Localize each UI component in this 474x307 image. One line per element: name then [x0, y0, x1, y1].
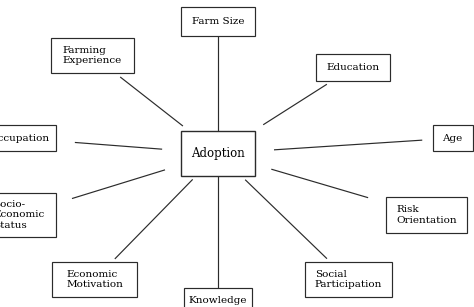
FancyBboxPatch shape: [51, 38, 134, 73]
Text: Farming
Experience: Farming Experience: [63, 45, 122, 65]
Text: Farm Size: Farm Size: [192, 17, 244, 26]
Text: Education: Education: [327, 63, 380, 72]
Text: Risk
Orientation: Risk Orientation: [396, 205, 457, 225]
FancyBboxPatch shape: [181, 7, 255, 36]
FancyBboxPatch shape: [316, 55, 390, 80]
FancyBboxPatch shape: [0, 125, 56, 151]
FancyBboxPatch shape: [304, 262, 392, 297]
Text: Adoption: Adoption: [191, 147, 245, 160]
Text: Occupation: Occupation: [0, 134, 49, 143]
FancyBboxPatch shape: [184, 288, 252, 307]
Text: Economic
Motivation: Economic Motivation: [66, 270, 123, 289]
Text: Age: Age: [443, 134, 463, 143]
FancyBboxPatch shape: [0, 193, 56, 237]
Text: Social
Participation: Social Participation: [315, 270, 382, 289]
Text: Knowledge: Knowledge: [189, 296, 247, 305]
Text: Socio-
Economic
Status: Socio- Economic Status: [0, 200, 45, 230]
FancyBboxPatch shape: [432, 125, 473, 151]
FancyBboxPatch shape: [52, 262, 137, 297]
FancyBboxPatch shape: [386, 197, 467, 233]
FancyBboxPatch shape: [181, 131, 255, 176]
